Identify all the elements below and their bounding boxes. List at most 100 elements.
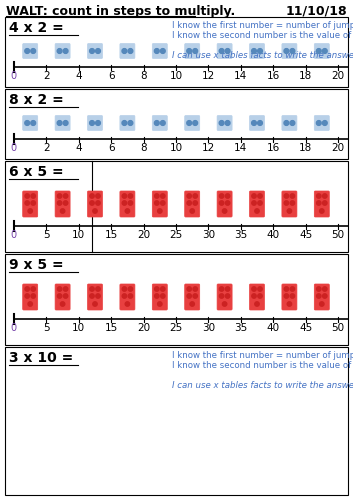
Bar — [5, 89, 348, 159]
Circle shape — [193, 194, 197, 198]
Text: 40: 40 — [267, 230, 280, 240]
Circle shape — [161, 294, 165, 298]
Circle shape — [157, 209, 162, 213]
FancyBboxPatch shape — [250, 116, 264, 130]
Text: 18: 18 — [299, 143, 312, 153]
Text: 4: 4 — [76, 71, 82, 81]
Text: 30: 30 — [202, 230, 215, 240]
FancyBboxPatch shape — [314, 116, 329, 130]
Circle shape — [252, 294, 256, 298]
FancyBboxPatch shape — [120, 191, 135, 217]
Circle shape — [96, 294, 100, 298]
Text: 9 x 5 =: 9 x 5 = — [9, 258, 64, 272]
Text: I know the first number = number of jumps: I know the first number = number of jump… — [172, 351, 353, 360]
Text: 2: 2 — [43, 71, 50, 81]
Circle shape — [58, 294, 62, 298]
Circle shape — [252, 120, 256, 126]
Circle shape — [322, 48, 327, 54]
Circle shape — [284, 287, 289, 291]
FancyBboxPatch shape — [88, 116, 102, 130]
Text: 45: 45 — [299, 323, 312, 333]
Text: 20: 20 — [137, 230, 150, 240]
Circle shape — [58, 201, 62, 205]
Circle shape — [96, 48, 100, 54]
FancyBboxPatch shape — [55, 191, 70, 217]
Circle shape — [226, 201, 230, 205]
Circle shape — [155, 194, 159, 198]
Circle shape — [25, 48, 30, 54]
Circle shape — [122, 48, 127, 54]
Circle shape — [258, 294, 262, 298]
Circle shape — [96, 287, 100, 291]
Text: I know the first number = number of jumps: I know the first number = number of jump… — [172, 21, 353, 30]
Text: 10: 10 — [72, 323, 85, 333]
Text: WALT: count in steps to multiply.: WALT: count in steps to multiply. — [6, 5, 235, 18]
Circle shape — [258, 287, 262, 291]
Circle shape — [190, 302, 195, 306]
Circle shape — [122, 294, 127, 298]
Text: 14: 14 — [234, 143, 247, 153]
Circle shape — [160, 48, 165, 54]
Circle shape — [193, 48, 198, 54]
Text: 2: 2 — [43, 143, 50, 153]
FancyBboxPatch shape — [282, 191, 297, 217]
FancyBboxPatch shape — [282, 116, 297, 130]
Circle shape — [258, 201, 262, 205]
Circle shape — [287, 209, 292, 213]
Circle shape — [28, 209, 32, 213]
Circle shape — [90, 201, 94, 205]
Circle shape — [193, 120, 198, 126]
Bar — [5, 347, 348, 495]
FancyBboxPatch shape — [120, 44, 135, 59]
Text: 0: 0 — [10, 230, 16, 240]
FancyBboxPatch shape — [217, 44, 232, 59]
FancyBboxPatch shape — [250, 191, 264, 217]
Bar — [5, 254, 348, 345]
Text: 50: 50 — [331, 323, 345, 333]
Circle shape — [90, 48, 94, 54]
Text: 10: 10 — [169, 71, 183, 81]
Circle shape — [125, 209, 130, 213]
Circle shape — [252, 201, 256, 205]
FancyBboxPatch shape — [250, 284, 264, 310]
Text: 15: 15 — [104, 323, 118, 333]
Text: 10: 10 — [72, 230, 85, 240]
Text: 45: 45 — [299, 230, 312, 240]
Circle shape — [255, 302, 259, 306]
FancyBboxPatch shape — [55, 284, 70, 310]
Circle shape — [28, 302, 32, 306]
Text: I know the second number is the value of each: I know the second number is the value of… — [172, 31, 353, 40]
Text: 16: 16 — [267, 143, 280, 153]
Circle shape — [25, 201, 29, 205]
Circle shape — [31, 294, 35, 298]
FancyBboxPatch shape — [120, 116, 135, 130]
Circle shape — [90, 120, 94, 126]
Text: 20: 20 — [331, 71, 345, 81]
Circle shape — [25, 294, 29, 298]
FancyBboxPatch shape — [185, 44, 200, 59]
Circle shape — [258, 48, 262, 54]
Circle shape — [220, 287, 224, 291]
FancyBboxPatch shape — [55, 44, 70, 59]
Circle shape — [57, 120, 62, 126]
Circle shape — [284, 120, 289, 126]
Text: 0: 0 — [10, 143, 16, 153]
Circle shape — [31, 48, 36, 54]
Circle shape — [58, 194, 62, 198]
Circle shape — [290, 194, 295, 198]
Circle shape — [63, 120, 68, 126]
Circle shape — [226, 287, 230, 291]
Circle shape — [90, 287, 94, 291]
Circle shape — [122, 201, 127, 205]
Circle shape — [155, 201, 159, 205]
Bar — [5, 17, 348, 87]
Circle shape — [220, 194, 224, 198]
Circle shape — [258, 194, 262, 198]
Circle shape — [258, 120, 262, 126]
Text: 6 x 5 =: 6 x 5 = — [9, 165, 64, 179]
Circle shape — [317, 294, 321, 298]
Circle shape — [219, 48, 224, 54]
Circle shape — [220, 201, 224, 205]
FancyBboxPatch shape — [314, 191, 329, 217]
Circle shape — [252, 48, 256, 54]
